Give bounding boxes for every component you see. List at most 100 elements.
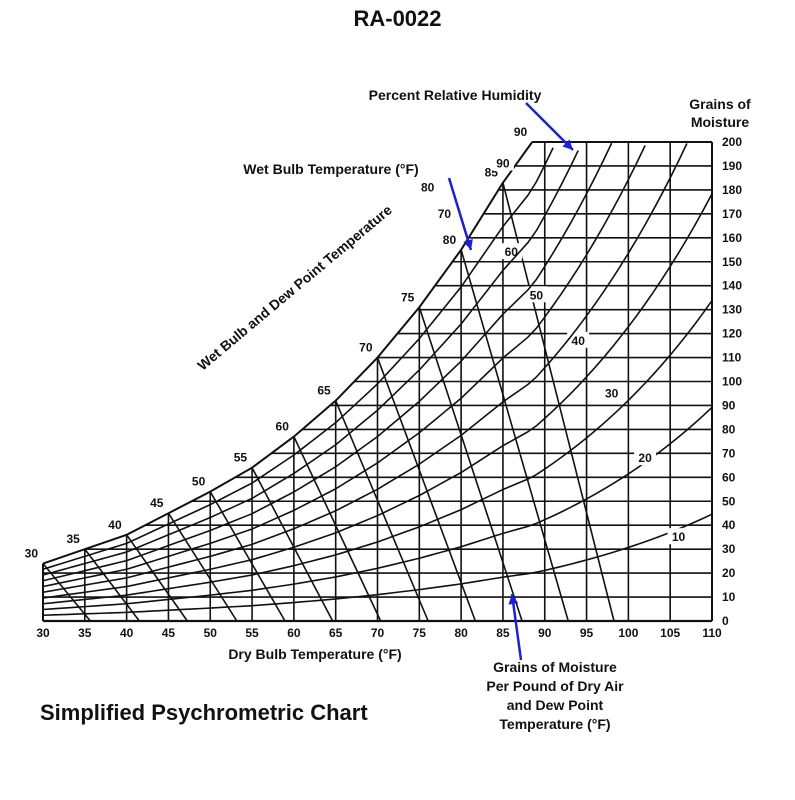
x-tick-label: 85 — [496, 626, 510, 640]
wet-bulb-line — [460, 249, 570, 622]
x-tick-label: 60 — [287, 626, 301, 640]
rh-annotation: Percent Relative Humidity — [368, 87, 542, 103]
y-tick-label: 200 — [722, 135, 742, 149]
rh-curve-label: 60 — [505, 245, 519, 259]
wet-bulb-line — [125, 534, 188, 622]
x-tick-label: 70 — [371, 626, 385, 640]
y-tick-label: 130 — [722, 303, 742, 317]
x-tick-label: 35 — [78, 626, 92, 640]
chart-subtitle: Simplified Psychrometric Chart — [40, 700, 368, 725]
y-tick-label: 20 — [722, 566, 736, 580]
x-axis-label: Dry Bulb Temperature (°F) — [228, 646, 402, 662]
x-tick-label: 65 — [329, 626, 343, 640]
wet-bulb-arrow-head — [463, 238, 473, 250]
saturation-temp-label: 50 — [192, 475, 206, 489]
y-tick-label: 50 — [722, 494, 736, 508]
rh-curve-60 — [42, 145, 646, 588]
rh-label-bg — [567, 331, 590, 348]
x-tick-label: 110 — [702, 626, 722, 640]
grains-note: Grains of Moisture Per Pound of Dry Air … — [470, 658, 640, 734]
saturation-temp-label: 65 — [317, 384, 331, 398]
rh-curve-40 — [42, 193, 713, 599]
saturation-temp-label: 90 — [514, 125, 528, 139]
wet-bulb-line — [209, 491, 286, 622]
y-tick-label: 80 — [722, 422, 736, 436]
saturation-temp-label: 70 — [359, 341, 373, 355]
saturation-temp-label: 35 — [66, 532, 80, 546]
x-tick-label: 55 — [245, 626, 259, 640]
wet-bulb-line — [251, 467, 334, 622]
rh-curve-label: 80 — [421, 181, 435, 195]
saturation-temp-label: 30 — [25, 547, 39, 561]
y-tick-label: 70 — [722, 446, 736, 460]
rh-curve-30 — [42, 300, 713, 605]
x-tick-label: 40 — [120, 626, 134, 640]
x-tick-label: 95 — [580, 626, 594, 640]
x-tick-label: 30 — [36, 626, 50, 640]
rh-curve-70 — [42, 142, 613, 582]
rh-label-bg — [525, 286, 548, 303]
x-tick-label: 75 — [413, 626, 427, 640]
y-tick-label: 30 — [722, 542, 736, 556]
grains-axis-title-line2: Moisture — [690, 114, 750, 130]
rh-curve-label: 50 — [530, 288, 544, 302]
wet-bulb-line — [334, 400, 429, 622]
saturation-curve — [42, 141, 534, 565]
grains-arrow-head — [508, 594, 519, 605]
grains-note-line4: Temperature (°F) — [499, 716, 611, 732]
rh-curve-label: 20 — [638, 451, 652, 465]
rh-curve-label: 70 — [438, 207, 452, 221]
wet-bulb-arrow — [447, 177, 473, 251]
grains-note-line2: Per Pound of Dry Air — [486, 678, 624, 694]
y-tick-label: 100 — [722, 375, 742, 389]
grains-arrow — [510, 593, 523, 661]
y-tick-label: 90 — [722, 398, 736, 412]
y-tick-label: 10 — [722, 590, 736, 604]
y-tick-label: 120 — [722, 327, 742, 341]
saturation-temp-label: 80 — [443, 233, 457, 247]
grains-axis-title-line1: Grains of — [689, 96, 751, 112]
y-tick-label: 40 — [722, 518, 736, 532]
rh-curve-20 — [42, 406, 713, 611]
wet-bulb-annotation: Wet Bulb Temperature (°F) — [243, 161, 419, 177]
rh-label-bg — [634, 449, 657, 466]
page-title: RA-0022 — [353, 6, 442, 31]
saturation-temp-label: 55 — [234, 451, 248, 465]
y-tick-label: 0 — [722, 614, 729, 628]
rh-curve-90 — [42, 147, 554, 571]
saturation-temp-label: 60 — [276, 420, 290, 434]
wet-bulb-line — [418, 307, 523, 622]
y-tick-label: 60 — [722, 470, 736, 484]
rh-curve-10 — [42, 513, 713, 617]
grains-axis-title: Grains of Moisture — [680, 95, 760, 131]
rh-curve-80 — [42, 150, 579, 576]
grains-note-line3: and Dew Point — [506, 697, 604, 713]
x-tick-label: 50 — [204, 626, 218, 640]
rh-curve-label: 40 — [572, 334, 586, 348]
grains-note-line1: Grains of Moisture — [493, 659, 617, 675]
rh-curve-label: 90 — [496, 157, 510, 171]
rh-label-bg — [600, 384, 623, 401]
saturation-temp-label: 45 — [150, 496, 164, 510]
wet-bulb-line — [167, 512, 238, 622]
y-tick-label: 110 — [722, 351, 742, 365]
rh-arrow — [525, 102, 574, 151]
rh-curve-label: 10 — [672, 530, 686, 544]
rh-label-bg — [491, 154, 514, 171]
y-tick-label: 140 — [722, 279, 742, 293]
x-tick-label: 80 — [454, 626, 468, 640]
y-tick-label: 150 — [722, 255, 742, 269]
saturation-temp-label: 75 — [401, 290, 415, 304]
saturation-temp-label: 40 — [108, 518, 122, 532]
y-tick-label: 190 — [722, 159, 742, 173]
rh-curve-label: 30 — [605, 386, 619, 400]
rh-label-bg — [433, 204, 456, 221]
x-tick-label: 100 — [618, 626, 638, 640]
rh-label-bg — [667, 528, 690, 545]
x-tick-label: 90 — [538, 626, 552, 640]
rh-curve-50 — [42, 143, 688, 594]
y-tick-label: 160 — [722, 231, 742, 245]
x-tick-label: 105 — [660, 626, 680, 640]
wet-bulb-line — [376, 357, 477, 622]
